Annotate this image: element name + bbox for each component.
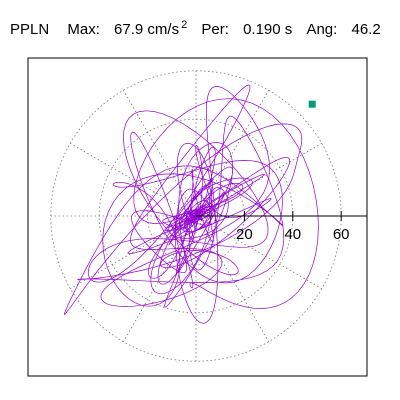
max-value: 67.9 cm/s 2: [114, 14, 187, 41]
x-tick-label-40: 40: [284, 226, 301, 243]
ang-value: 46.2: [351, 21, 381, 38]
grid-spoke-330: [195, 215, 322, 289]
header-bar: PPLN Max: 67.9 cm/s 2 Per: 0.190 s Ang: 4…: [10, 14, 381, 38]
max-label: Max:: [67, 21, 100, 38]
orbit-trace: [63, 84, 319, 324]
grid-spoke-150: [70, 143, 197, 217]
max-value-text: 67.9 cm/s: [114, 21, 180, 38]
x-tick-label-20: 20: [236, 226, 253, 243]
tick-labels: 20 40 60: [236, 226, 349, 243]
ang-label: Ang:: [306, 21, 338, 38]
axes: [196, 211, 367, 221]
station-code: PPLN: [10, 21, 50, 38]
x-tick-label-60: 60: [333, 226, 350, 243]
orbit-trace-line: [63, 84, 319, 324]
max-value-exponent: 2: [181, 19, 188, 31]
grid-spoke-240: [123, 215, 197, 342]
grid-spoke-60: [195, 90, 269, 217]
per-label: Per:: [201, 21, 229, 38]
grid-spoke-300: [195, 215, 269, 342]
grid-spoke-120: [123, 90, 197, 217]
per-value: 0.190 s: [243, 21, 293, 38]
peak-marker: [308, 100, 316, 108]
plot-frame: [27, 57, 368, 377]
